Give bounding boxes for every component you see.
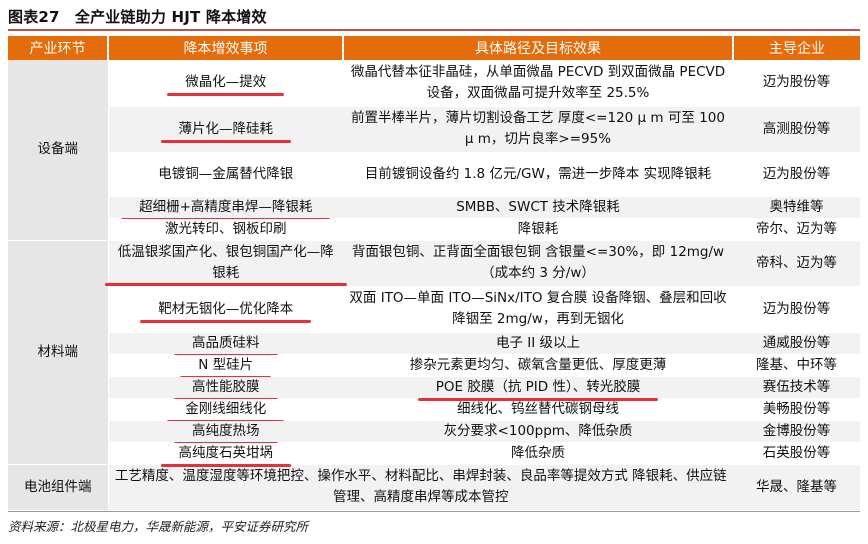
- item-cell: 高纯度热场: [108, 420, 343, 445]
- table-row: 薄片化—降硅耗 前置半棒半片，薄片切割设备工艺 厚度<=120 μ m 可至 1…: [8, 106, 860, 153]
- item-cell: 高性能胶膜: [108, 376, 343, 401]
- category-equipment: 设备端: [8, 60, 109, 241]
- item-cell: 靶材无铟化—优化降本: [108, 286, 343, 333]
- path-cell: 背面银包铜、正背面全面银包铜 含银量<=30%，即 12mg/w（成本约 3 分…: [343, 240, 733, 287]
- item-text: 微晶化—提效: [167, 72, 285, 97]
- company-cell: 迈为股份等: [733, 152, 860, 197]
- path-cell-merged: 工艺精度、温度湿度等环境把控、操作水平、材料配比、串焊封装、良品率等提效方式 降…: [108, 464, 733, 511]
- company-cell: 美畅股份等: [733, 398, 860, 421]
- header-path: 具体路径及目标效果: [343, 36, 734, 60]
- item-text: 电镀铜—金属替代降银: [158, 165, 294, 182]
- table-row: 设备端 微晶化—提效 微晶代替本征非晶硅，从单面微晶 PECVD 到双面微晶 P…: [8, 60, 860, 241]
- table-row: 金刚线细线化 细线化、钨丝替代碳钢母线 美畅股份等: [8, 398, 860, 423]
- figure-title: 图表27 全产业链助力 HJT 降本增效: [8, 8, 267, 26]
- item-text: 超细栅+高精度串焊—降银耗: [121, 197, 331, 221]
- item-text: 高纯度石英坩埚: [160, 443, 291, 467]
- table-row: 电池组件端 工艺精度、温度湿度等环境把控、操作水平、材料配比、串焊封装、良品率等…: [8, 464, 860, 511]
- table-row: 高纯度热场 灰分要求<100ppm、降低杂质 金博股份等: [8, 420, 860, 445]
- company-cell: 帝科、迈为等: [733, 240, 860, 287]
- hjt-table: 产业环节 降本增效事项 具体路径及目标效果 主导企业 设备端 微晶化—提效 微晶…: [8, 36, 860, 511]
- source-note: 资料来源：北极星电力，华晟新能源，平安证券研究所: [8, 519, 309, 534]
- company-cell: 帝尔、迈为等: [733, 218, 860, 241]
- company-cell: 奥特维等: [733, 196, 860, 219]
- company-cell: 迈为股份等: [733, 60, 860, 107]
- path-cell: 前置半棒半片，薄片切割设备工艺 厚度<=120 μ m 可至 100 μ m，切…: [343, 106, 733, 153]
- item-cell: 激光转印、钢板印刷: [108, 218, 343, 241]
- company-cell: 迈为股份等: [733, 286, 860, 333]
- path-cell: 降银耗: [343, 218, 733, 241]
- item-cell: 高品质硅料: [108, 332, 343, 357]
- item-cell: 超细栅+高精度串焊—降银耗: [108, 196, 343, 221]
- table-row: 激光转印、钢板印刷 降银耗 帝尔、迈为等: [8, 218, 860, 241]
- item-text: 低温银浆国产化、银包铜国产化—降银耗: [104, 242, 347, 286]
- company-cell: 高测股份等: [733, 106, 860, 153]
- item-text: N 型硅片: [180, 355, 272, 379]
- company-cell: 赛伍技术等: [733, 376, 860, 399]
- item-cell: N 型硅片: [108, 354, 343, 379]
- table-row: 超细栅+高精度串焊—降银耗 SMBB、SWCT 技术降银耗 奥特维等: [8, 196, 860, 221]
- item-cell: 低温银浆国产化、银包铜国产化—降银耗: [104, 240, 347, 287]
- item-cell: 薄片化—降硅耗: [108, 106, 343, 153]
- path-cell: POE 胶膜（抗 PID 性）、转光胶膜: [343, 376, 733, 401]
- table-header-row: 产业环节 降本增效事项 具体路径及目标效果 主导企业: [8, 36, 860, 60]
- path-cell: 目前镀铜设备约 1.8 亿元/GW，需进一步降本 实现降银耗: [343, 152, 733, 197]
- company-cell: 隆基、中环等: [733, 354, 860, 377]
- path-cell: 微晶代替本征非晶硅，从单面微晶 PECVD 到双面微晶 PECVD 设备，双面微…: [343, 60, 733, 107]
- item-text: 高性能胶膜: [174, 377, 277, 401]
- item-cell: 电镀铜—金属替代降银: [108, 152, 343, 197]
- item-text: 激光转印、钢板印刷: [165, 220, 287, 237]
- company-cell: 华晟、隆基等: [733, 464, 860, 511]
- item-text: 高纯度热场: [174, 421, 277, 445]
- title-divider: [8, 29, 860, 31]
- company-cell: 通威股份等: [733, 332, 860, 355]
- path-cell: 灰分要求<100ppm、降低杂质: [343, 420, 733, 443]
- header-item: 降本增效事项: [108, 36, 344, 60]
- table-row: 材料端 低温银浆国产化、银包铜国产化—降银耗 背面银包铜、正背面全面银包铜 含银…: [8, 240, 860, 465]
- category-module: 电池组件端: [8, 464, 109, 511]
- item-cell: 高纯度石英坩埚: [108, 442, 343, 467]
- table-row: N 型硅片 掺杂元素更均匀、碳氧含量更低、厚度更薄 隆基、中环等: [8, 354, 860, 379]
- table-row: 高纯度石英坩埚 降低杂质 石英股份等: [8, 442, 860, 467]
- figure-title-row: 图表27 全产业链助力 HJT 降本增效: [8, 0, 860, 31]
- table-row: 高品质硅料 电子 II 级以上 通威股份等: [8, 332, 860, 357]
- path-cell: 电子 II 级以上: [343, 332, 733, 355]
- table-row: 电镀铜—金属替代降银 目前镀铜设备约 1.8 亿元/GW，需进一步降本 实现降银…: [8, 152, 860, 197]
- item-cell: 金刚线细线化: [108, 398, 343, 423]
- company-cell: 石英股份等: [733, 442, 860, 465]
- header-company: 主导企业: [733, 36, 860, 60]
- path-cell: SMBB、SWCT 技术降银耗: [343, 196, 733, 219]
- table-row: 靶材无铟化—优化降本 双面 ITO—单面 ITO—SiNx/ITO 复合膜 设备…: [8, 286, 860, 333]
- path-cell: 掺杂元素更均匀、碳氧含量更低、厚度更薄: [343, 354, 733, 377]
- path-cell: 细线化、钨丝替代碳钢母线: [343, 398, 733, 421]
- item-text: 金刚线细线化: [167, 399, 285, 423]
- category-materials: 材料端: [8, 240, 109, 465]
- item-text: 靶材无铟化—优化降本: [140, 299, 312, 323]
- header-stage: 产业环节: [8, 36, 109, 60]
- table-row: 高性能胶膜 POE 胶膜（抗 PID 性）、转光胶膜 赛伍技术等: [8, 376, 860, 401]
- bottom-divider: [8, 511, 860, 512]
- company-cell: 金博股份等: [733, 420, 860, 443]
- item-text: 高品质硅料: [174, 333, 277, 357]
- path-cell: 降低杂质: [343, 442, 733, 465]
- path-text: POE 胶膜（抗 PID 性）、转光胶膜: [417, 377, 659, 401]
- item-text: 薄片化—降硅耗: [160, 119, 291, 143]
- item-cell: 微晶化—提效: [108, 60, 343, 107]
- path-cell: 双面 ITO—单面 ITO—SiNx/ITO 复合膜 设备降铟、叠层和回收降铟至…: [343, 286, 733, 333]
